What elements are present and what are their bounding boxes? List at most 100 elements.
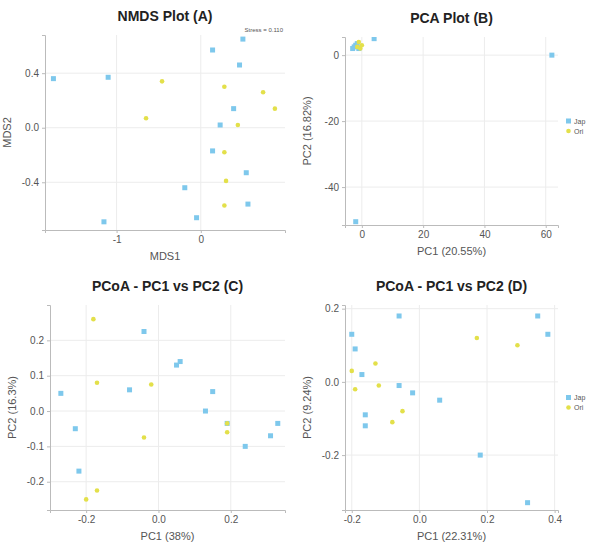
point [478, 453, 483, 458]
grid-line [361, 37, 362, 225]
title: PCoA - PC1 vs PC2 (D) [376, 278, 527, 294]
grid-line [345, 381, 558, 382]
grid-line [423, 37, 424, 225]
grid-line [86, 305, 87, 510]
grid-line [345, 187, 558, 188]
tick-mark [47, 411, 50, 412]
tick-label: 0 [333, 50, 339, 61]
point [178, 359, 183, 364]
legend-item: Ori [566, 404, 584, 411]
point [261, 90, 266, 95]
tick: 0.0 [25, 122, 45, 133]
point [243, 444, 248, 449]
tick-mark [158, 510, 159, 513]
tick-label: 0.4 [548, 514, 562, 525]
tick: 0.4 [25, 68, 45, 79]
grid [50, 305, 285, 510]
grid-line [45, 73, 285, 74]
point [76, 469, 81, 474]
y-axis-title: PC2 (16.82%) [301, 96, 313, 165]
point [358, 46, 363, 51]
legend-item: Ori [566, 128, 584, 135]
plot-area [51, 37, 277, 225]
grid [345, 305, 558, 510]
point [410, 390, 415, 395]
series [350, 37, 554, 224]
tick-mark [117, 230, 118, 233]
grid-line [545, 37, 546, 225]
tick-mark [231, 510, 232, 513]
legend-label: Ori [574, 404, 584, 411]
x-axis-title: PC1 (38%) [141, 530, 195, 542]
legend-marker [566, 395, 571, 400]
tick-label: 0 [199, 234, 205, 245]
x-axis-title: PC1 (20.55%) [417, 245, 486, 257]
point [144, 116, 149, 121]
tick: 60 [541, 225, 553, 240]
tick-mark [42, 128, 45, 129]
tick-mark [423, 225, 424, 228]
point [142, 329, 147, 334]
tick: 40 [479, 225, 491, 240]
tick-label: -20 [325, 116, 340, 127]
tick: -0.4 [22, 177, 45, 188]
point [359, 372, 364, 377]
tick-label: 60 [541, 229, 553, 240]
y-axis-title: MDS2 [1, 117, 13, 148]
point [244, 170, 249, 175]
title: PCoA - PC1 vs PC2 (C) [92, 278, 243, 294]
grid-line [50, 481, 285, 482]
tick-label: -0.2 [78, 514, 96, 525]
y-axis: -40 -20 0 [325, 38, 346, 226]
y-axis: -0.20.00.2 [322, 303, 346, 510]
tick-mark [47, 446, 50, 447]
point [225, 421, 230, 426]
point [91, 317, 96, 322]
axis-line [346, 226, 559, 229]
legend-marker [566, 129, 571, 134]
point [377, 383, 382, 388]
tick-label: -1 [113, 234, 122, 245]
plot-area [349, 313, 550, 505]
tick-mark [362, 225, 363, 228]
tick-label: 0.0 [325, 377, 339, 388]
point [225, 430, 230, 435]
grid-line [345, 308, 558, 309]
axis-line [346, 511, 559, 514]
panel: -0.20.00.2-0.2-0.10.00.10.2PCoA - PC1 vs… [6, 278, 286, 542]
tick: 20 [418, 225, 430, 240]
x-axis: -1 0 [46, 230, 286, 245]
title: PCA Plot (B) [410, 10, 493, 26]
point [224, 179, 229, 184]
tick: -20 [325, 116, 345, 127]
grid-line [45, 127, 285, 128]
point [353, 219, 358, 224]
point [149, 382, 154, 387]
annotation: Stress = 0.110 [245, 27, 284, 33]
grid-line [50, 375, 285, 376]
tick: 0.2 [224, 510, 238, 525]
grid-line [50, 411, 285, 412]
tick-label: 0 [360, 229, 366, 240]
tick-label: 0.0 [152, 514, 166, 525]
tick-mark [342, 309, 345, 310]
point [363, 423, 368, 428]
y-axis-title: PC2 (16.3%) [6, 376, 18, 439]
legend: JapOri [566, 118, 585, 135]
tick-mark [342, 121, 345, 122]
legend-marker [566, 405, 571, 410]
tick-label: -40 [325, 182, 340, 193]
point [106, 75, 111, 80]
axis-line [47, 306, 51, 511]
point [236, 123, 241, 128]
panel: -10-0.40.00.4NMDS Plot (A)MDS1MDS2Stress… [1, 8, 286, 262]
tick-mark [47, 376, 50, 377]
point [268, 433, 273, 438]
x-axis: 0 20 40 60 [346, 225, 559, 240]
point [515, 343, 520, 348]
tick-label: 40 [479, 229, 491, 240]
tick-label: 0.1 [30, 370, 44, 381]
point [160, 79, 165, 84]
point [225, 421, 230, 426]
axis-line [342, 306, 346, 511]
